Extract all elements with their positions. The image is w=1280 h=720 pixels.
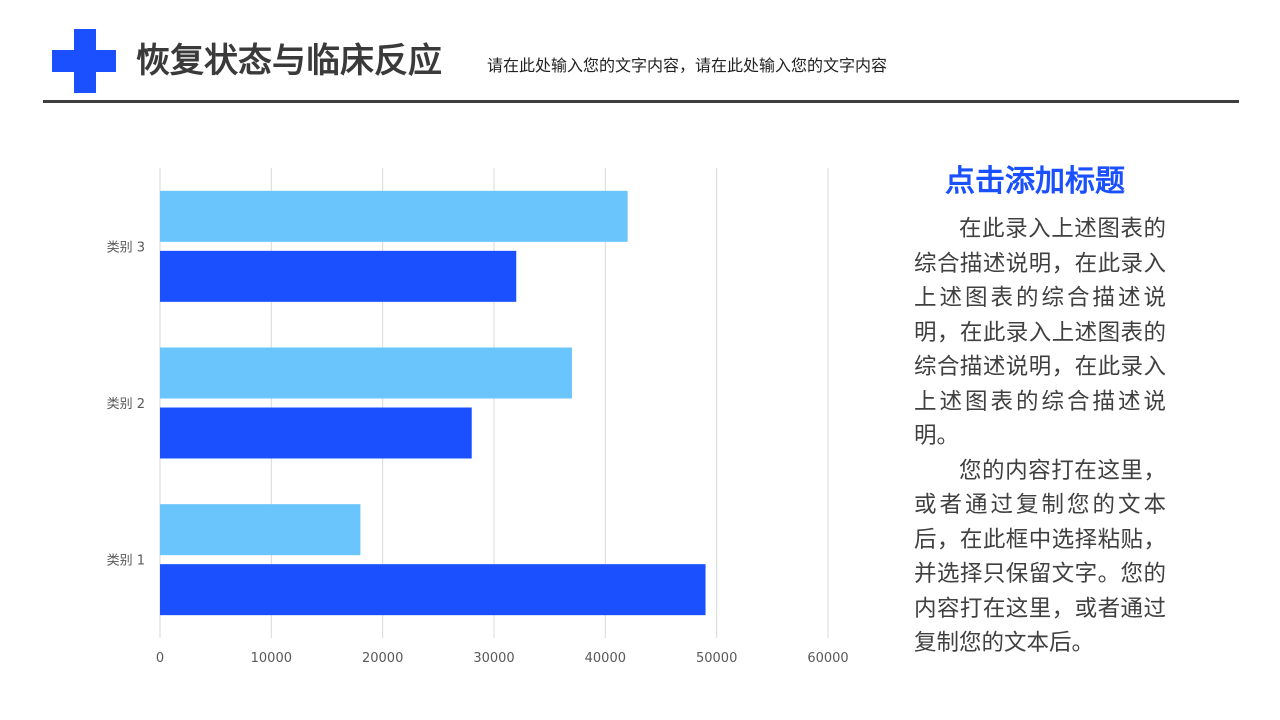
side-description: 在此录入上述图表的综合描述说明，在此录入上述图表的综合描述说明，在此录入上述图表… bbox=[914, 212, 1166, 661]
category-label-3: 类别 3 bbox=[107, 240, 145, 255]
side-heading: 点击添加标题 bbox=[945, 164, 1125, 199]
page-title: 恢复状态与临床反应 bbox=[136, 41, 442, 81]
bar-chart: 类别 1 类别 2 类别 3 0 10000 20000 30000 40000 50000 60… bbox=[107, 168, 849, 666]
logo-cross-horizontal bbox=[52, 50, 116, 72]
header-divider bbox=[43, 100, 1239, 103]
x-tick-label-1: 10000 bbox=[251, 651, 292, 666]
category-label-2: 类别 2 bbox=[107, 397, 145, 412]
bar-series1-1 bbox=[160, 564, 706, 616]
x-tick-label-0: 0 bbox=[156, 651, 164, 666]
x-tick-label-2: 20000 bbox=[362, 651, 403, 666]
bar-series1-2 bbox=[160, 407, 472, 459]
category-label-1: 类别 1 bbox=[107, 554, 145, 569]
bar-series2-3 bbox=[160, 190, 628, 242]
page-subtitle: 请在此处输入您的文字内容，请在此处输入您的文字内容 bbox=[487, 56, 888, 75]
side-paragraph-1: 在此录入上述图表的综合描述说明，在此录入上述图表的综合描述说明，在此录入上述图表… bbox=[914, 216, 1166, 449]
x-tick-label-5: 50000 bbox=[696, 651, 737, 666]
x-tick-label-3: 30000 bbox=[473, 651, 514, 666]
bar-series2-1 bbox=[160, 504, 361, 556]
x-tick-label-6: 60000 bbox=[807, 651, 848, 666]
bar-series1-3 bbox=[160, 250, 517, 302]
side-paragraph-2: 您的内容打在这里，或者通过复制您的文本后，在此框中选择粘贴，并选择只保留文字。您… bbox=[914, 457, 1166, 657]
bar-series2-2 bbox=[160, 347, 572, 399]
x-tick-label-4: 40000 bbox=[585, 651, 626, 666]
